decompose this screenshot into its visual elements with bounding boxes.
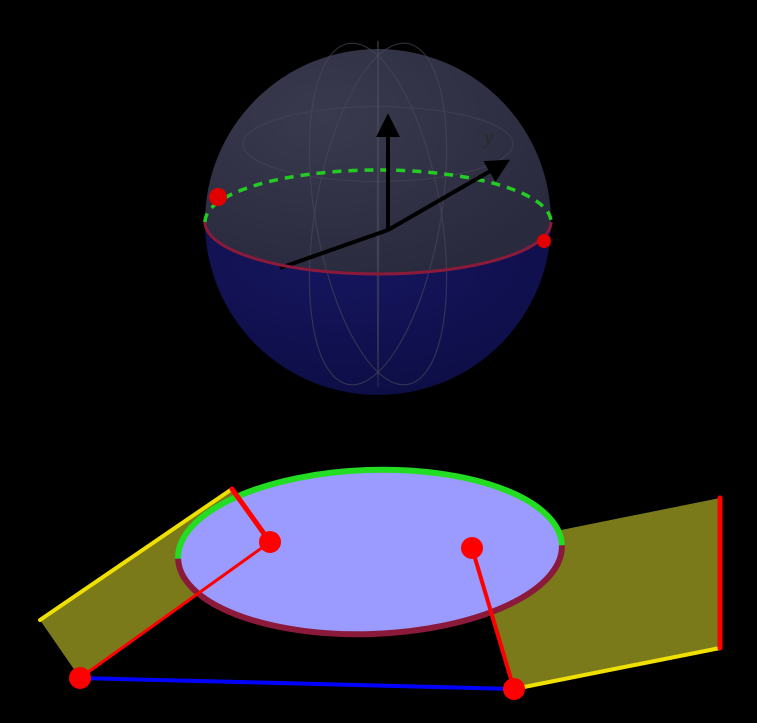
sphere: y <box>205 33 551 395</box>
plane-point <box>69 667 91 689</box>
plane-point <box>503 678 525 700</box>
plane-point <box>461 537 483 559</box>
sphere-point-left <box>209 188 227 206</box>
axis-label-y: y <box>482 124 494 149</box>
projection-plane <box>40 463 720 700</box>
edge-blue-front <box>80 678 514 689</box>
plane-point <box>259 531 281 553</box>
sphere-point-right <box>537 234 551 248</box>
geometry-diagram: y <box>0 0 757 723</box>
